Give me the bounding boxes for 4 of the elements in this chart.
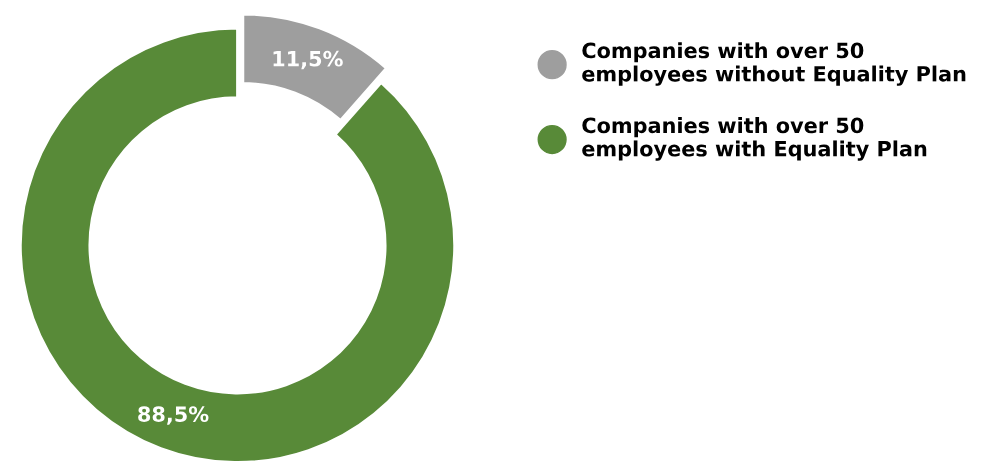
legend-label: Companies with over 50 employees without Equality Plan [582,42,966,86]
data-label: 11,5% [273,50,343,70]
legend-label: Companies with over 50 employees with Equality Plan [582,117,927,161]
data-label: 88,5% [138,406,209,425]
